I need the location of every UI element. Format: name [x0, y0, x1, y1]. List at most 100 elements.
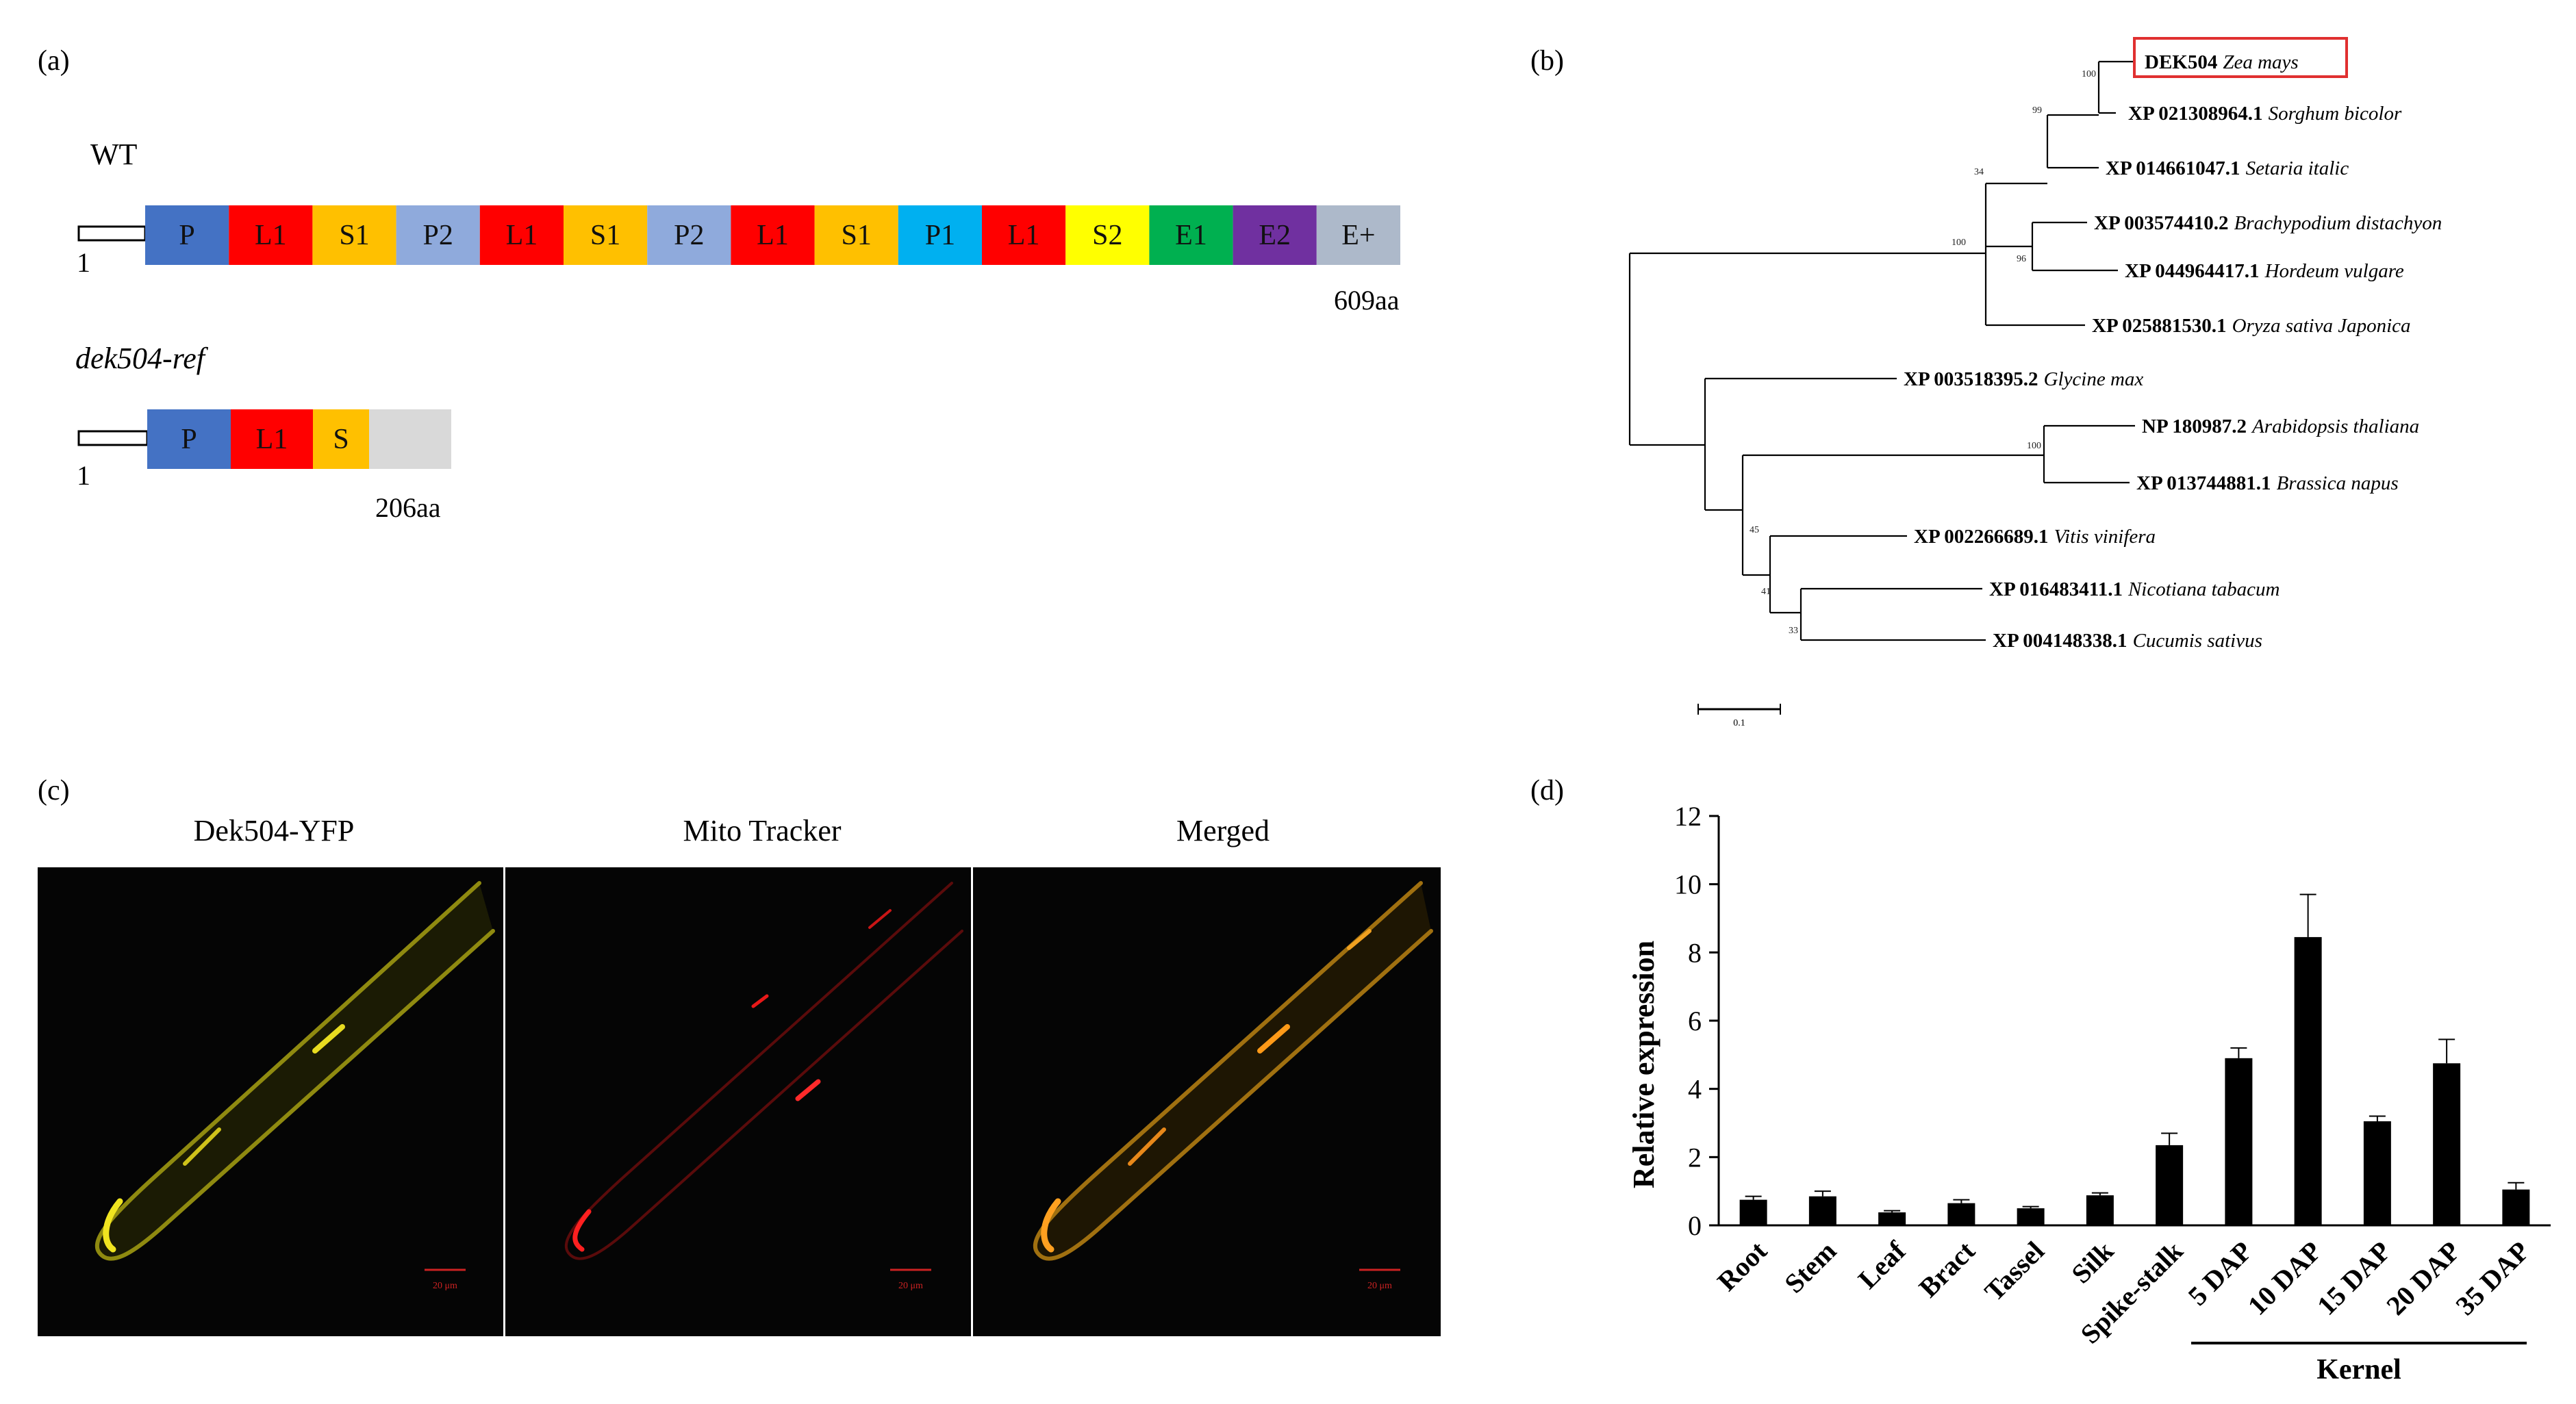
wt-domain-1 — [145, 205, 229, 265]
y-tick-label-6: 6 — [1688, 1006, 1702, 1036]
bar-10 — [2363, 1121, 2391, 1225]
panel-a-label: (a) — [38, 45, 70, 77]
wt-domain-label-8: L1 — [757, 220, 789, 251]
wt-domain-label-12: S2 — [1092, 220, 1122, 251]
bootstrap-value-9: 33 — [1789, 626, 1798, 636]
bootstrap-value-2: 99 — [2032, 105, 2042, 116]
taxon-accession-9: XP 013744881.1 — [2136, 472, 2271, 494]
taxon-label-3: XP 014661047.1 Setaria italic — [2106, 157, 2349, 179]
wt-domain-9 — [814, 205, 898, 265]
bootstrap-value-7: 45 — [1750, 525, 1759, 535]
wt-end-label: 609aa — [1334, 285, 1400, 316]
taxon-accession-2: XP 021308964.1 — [2128, 103, 2263, 125]
bar-11 — [2433, 1063, 2461, 1225]
y-tick-label-12: 12 — [1674, 801, 1702, 832]
bootstrap-value-4: 100 — [1952, 238, 1966, 248]
mutant-label: dek504-ref — [75, 342, 209, 375]
taxon-label-4: XP 003574410.2 Brachypodium distachyon — [2094, 212, 2442, 234]
taxon-species-9: Brassica napus — [2277, 472, 2399, 494]
panel-b: (b) — [1530, 37, 2442, 728]
wt-domain-label-6: S1 — [590, 220, 620, 251]
wt-domain-8 — [731, 205, 815, 265]
x-tick-label-10: 15 DAP — [2311, 1236, 2397, 1321]
panel-a: (a) WT P L1 S1 P2 L1 S1 P2 L1 S1 P1 L1 S2 E1 E2 E+ 1 6… — [38, 45, 1400, 523]
scale-bar-yfp-label: 20 μm — [433, 1281, 457, 1291]
panel-b-label: (b) — [1530, 45, 1564, 77]
taxon-species-3: Setaria italic — [2246, 157, 2349, 179]
y-tick-label-4: 4 — [1688, 1074, 1702, 1105]
taxon-accession-11: XP 016483411.1 — [1989, 578, 2123, 600]
scale-bar-label: 0.1 — [1733, 718, 1745, 728]
bar-4 — [1947, 1203, 1975, 1225]
x-tick-label-12: 35 DAP — [2449, 1236, 2535, 1321]
panel-c: (c) Dek504-YFP Mito Tracker Merged 20 μm… — [38, 775, 1441, 1336]
bar-7 — [2156, 1145, 2184, 1225]
taxon-label-5: XP 044964417.1 Hordeum vulgare — [2125, 260, 2404, 282]
wt-domain-label-13: E1 — [1175, 220, 1207, 251]
y-axis: 0 2 4 6 8 10 12 — [1674, 801, 2551, 1241]
taxon-accession-3: XP 014661047.1 — [2106, 157, 2240, 179]
panel-c-label: (c) — [38, 775, 70, 806]
mutant-start-label: 1 — [77, 460, 90, 491]
bar-9 — [2294, 936, 2322, 1225]
y-tick-label-10: 10 — [1674, 869, 1702, 900]
mutant-domain-2 — [231, 409, 313, 469]
taxon-label-11: XP 016483411.1 Nicotiana tabacum — [1989, 578, 2280, 600]
wt-domain-label-14: E2 — [1259, 220, 1291, 251]
mutant-domain-label-2: L1 — [256, 424, 288, 455]
bootstrap-value-6: 100 — [2027, 441, 2041, 451]
x-tick-label-3: Leaf — [1852, 1235, 1912, 1294]
bars — [1739, 893, 2530, 1225]
taxon-accession-7: XP 003518395.2 — [1904, 368, 2038, 390]
y-tick-label-8: 8 — [1688, 937, 1702, 968]
wt-domain-14 — [1233, 205, 1317, 265]
taxon-accession-10: XP 002266689.1 — [1914, 526, 2049, 548]
mutant-domain-label-3: S — [333, 424, 349, 455]
wt-domain-3 — [312, 205, 396, 265]
wt-domain-11 — [982, 205, 1066, 265]
x-tick-label-4: Bract — [1912, 1235, 1981, 1303]
taxon-label-2: XP 021308964.1 Sorghum bicolor — [2128, 103, 2402, 125]
wt-start-label: 1 — [77, 247, 90, 278]
taxon-species-5: Hordeum vulgare — [2264, 260, 2404, 282]
wt-domain-label-2: L1 — [255, 220, 287, 251]
wt-domain-15 — [1316, 205, 1400, 265]
taxon-species-6: Oryza sativa Japonica — [2232, 315, 2411, 337]
bar-3 — [1878, 1212, 1906, 1225]
wt-domain-label-4: P2 — [423, 220, 453, 251]
bootstrap-value-3: 34 — [1974, 167, 1984, 177]
taxon-label-9: XP 013744881.1 Brassica napus — [2136, 472, 2399, 494]
wt-domain-7 — [647, 205, 731, 265]
taxon-species-2: Sorghum bicolor — [2269, 103, 2402, 125]
micro-title-2: Mito Tracker — [683, 814, 842, 847]
bar-6 — [2086, 1195, 2114, 1225]
wt-domain-label-5: L1 — [506, 220, 538, 251]
taxon-label-8: NP 180987.2 Arabidopsis thaliana — [2142, 416, 2419, 437]
mutant-domain-label-1: P — [181, 424, 197, 455]
taxon-label-6: XP 025881530.1 Oryza sativa Japonica — [2092, 315, 2411, 337]
mutant-start-box — [77, 430, 149, 446]
wt-domain-13 — [1149, 205, 1233, 265]
taxon-accession-1: DEK504 — [2145, 51, 2217, 73]
y-tick-label-0: 0 — [1688, 1210, 1702, 1241]
x-tick-label-1: Root — [1711, 1235, 1773, 1297]
bootstrap-value-8: 41 — [1761, 587, 1771, 597]
taxon-accession-12: XP 004148338.1 — [1993, 630, 2127, 652]
taxon-species-8: Arabidopsis thaliana — [2251, 416, 2419, 437]
wt-domain-12 — [1065, 205, 1150, 265]
wt-domain-label-9: S1 — [842, 220, 872, 251]
taxon-species-12: Cucumis sativus — [2133, 630, 2262, 652]
x-tick-label-11: 20 DAP — [2380, 1236, 2466, 1321]
y-axis-label: Relative expression — [1627, 941, 1660, 1188]
micro-image-mito — [505, 867, 971, 1336]
mutant-domains: P L1 S — [147, 409, 451, 469]
bar-5 — [2017, 1208, 2045, 1225]
wt-domain-10 — [898, 205, 982, 265]
taxon-accession-6: XP 025881530.1 — [2092, 315, 2227, 337]
taxon-label-10: XP 002266689.1 Vitis vinifera — [1914, 526, 2156, 548]
bootstrap-value-5: 96 — [2017, 254, 2026, 264]
x-tick-label-2: Stem — [1778, 1236, 1842, 1299]
